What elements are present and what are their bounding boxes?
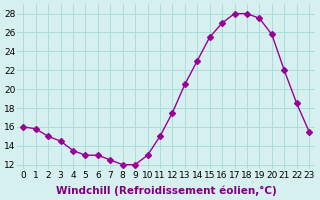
X-axis label: Windchill (Refroidissement éolien,°C): Windchill (Refroidissement éolien,°C): [56, 185, 276, 196]
